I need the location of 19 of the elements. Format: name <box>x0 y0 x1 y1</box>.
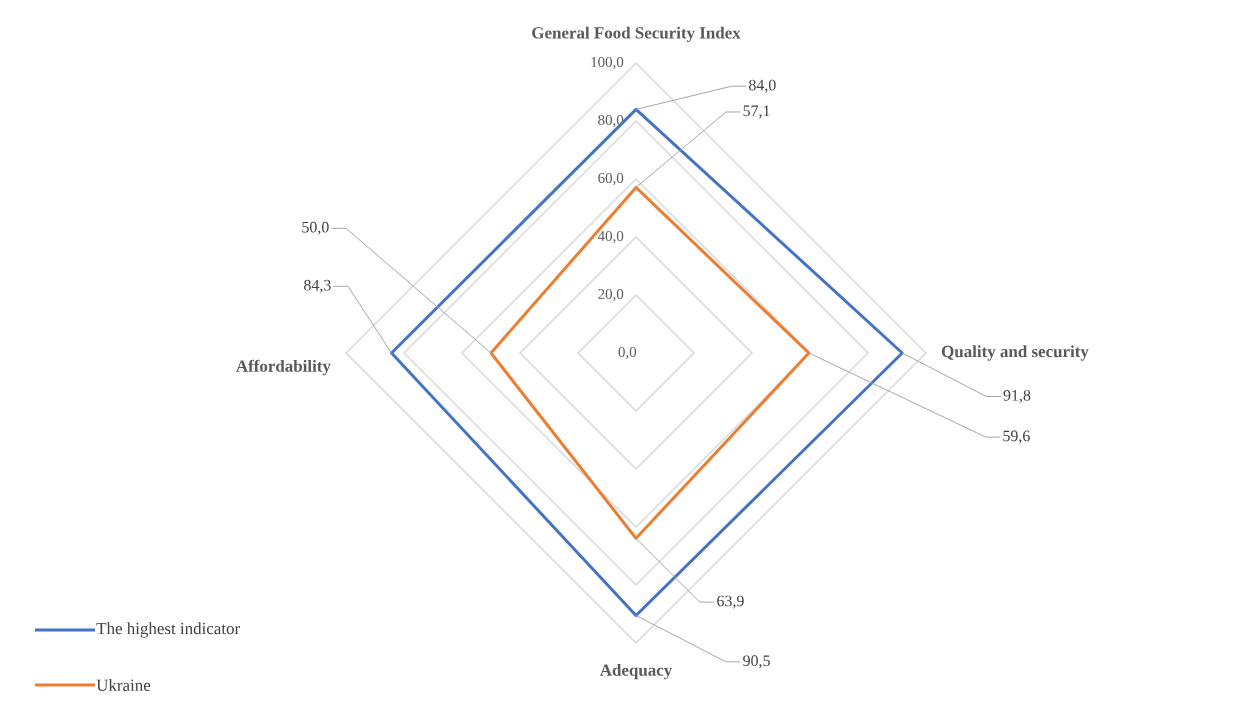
y-tick-label: 20,0 <box>598 288 624 302</box>
data-label: 59,6 <box>1003 430 1030 444</box>
spoke-label: Quality and security <box>941 345 1089 361</box>
data-label: 63,9 <box>717 595 744 609</box>
y-tick-label: 100,0 <box>591 56 624 70</box>
legend-label: The highest indicator <box>96 622 240 638</box>
y-tick-label: 40,0 <box>597 230 624 244</box>
data-label: 84,0 <box>749 79 776 93</box>
y-tick-label: 60,0 <box>598 172 624 186</box>
data-label: 84,3 <box>304 279 331 293</box>
data-label: 57,1 <box>743 105 770 119</box>
spoke-label: Affordability <box>236 359 331 376</box>
data-label: 90,5 <box>743 655 770 669</box>
spoke-label: Adequacy <box>599 663 673 680</box>
legend-label: Ukraine <box>96 679 151 691</box>
data-label: 50,0 <box>302 221 329 235</box>
data-label: 91,8 <box>1003 389 1031 404</box>
y-tick-label: 0,0 <box>618 346 637 360</box>
spoke-label: General Food Security Index <box>532 26 741 43</box>
